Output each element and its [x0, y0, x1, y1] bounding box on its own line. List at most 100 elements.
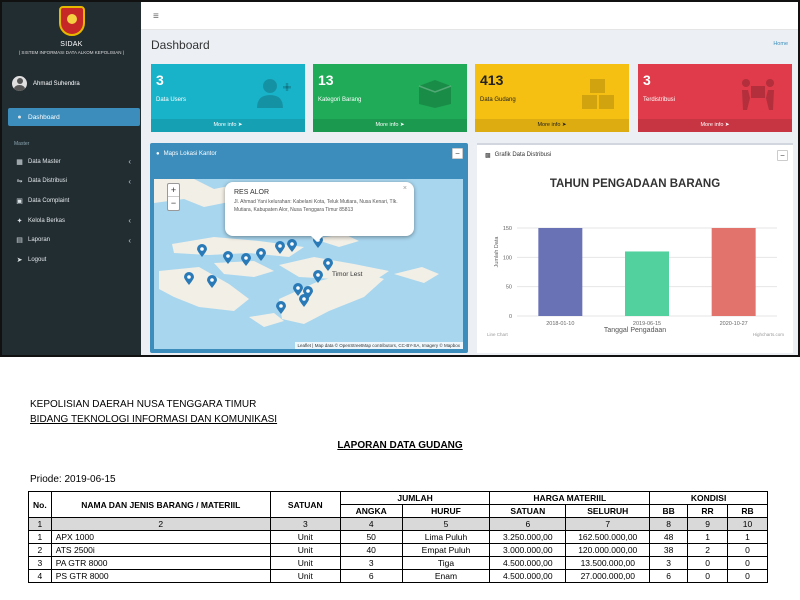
table-cell: 4.500.000,00: [489, 556, 567, 570]
stat-label: Kategori Barang: [318, 97, 362, 103]
map-marker-icon: ●: [156, 151, 160, 157]
stat-box-gudang: 413 Data Gudang More info ➤: [475, 64, 629, 132]
chevron-left-icon: ‹: [128, 176, 131, 186]
table-cell: Enam: [401, 569, 491, 583]
table-row: 4 PS GTR 8000 Unit 6 Enam 4.500.000,00 27.000.…: [28, 569, 768, 583]
close-icon[interactable]: ×: [402, 185, 407, 192]
logout-icon: ➤: [16, 256, 23, 264]
stat-box-kategori: 13 Kategori Barang More info ➤: [313, 64, 467, 132]
table-cell: 48: [649, 530, 689, 544]
table-cell: 0: [727, 543, 768, 557]
more-info-link[interactable]: More info ➤: [313, 119, 467, 132]
table-cell: 4.500.000,00: [489, 569, 567, 583]
more-info-link[interactable]: More info ➤: [151, 119, 305, 132]
map-marker-icon[interactable]: [197, 244, 207, 257]
map-marker-icon[interactable]: [223, 251, 233, 264]
map-marker-icon[interactable]: [293, 283, 303, 296]
index-cell: 6: [489, 517, 567, 531]
y-tick-label: 0: [509, 314, 512, 320]
sidebar-item-kelola-berkas[interactable]: ✦ Kelola Berkas ‹: [2, 211, 141, 231]
sidebar-item-label: Kelola Berkas: [28, 217, 66, 224]
stat-value: 3: [156, 72, 164, 88]
index-cell: 7: [565, 517, 651, 531]
zoom-out-button[interactable]: −: [170, 198, 177, 208]
breadcrumb-home-link[interactable]: Home: [773, 41, 788, 47]
map-zoom-control: + −: [167, 183, 180, 211]
bar[interactable]: [711, 228, 756, 316]
sidebar-item-label: Data Distribusi: [28, 178, 68, 185]
collapse-button[interactable]: −: [777, 150, 788, 161]
sidebar-item-data-master[interactable]: ▦ Data Master ‹: [2, 152, 141, 172]
chart-panel-title: Grafik Data Distribusi: [494, 152, 552, 158]
table-cell: Unit: [269, 543, 341, 557]
map-marker-icon[interactable]: [287, 239, 297, 252]
table-cell: Empat Puluh: [401, 543, 491, 557]
boxes-icon: [581, 78, 615, 118]
user-panel: Ahmad Suhendra: [12, 76, 80, 91]
report-organization: KEPOLISIAN DAERAH NUSA TENGGARA TIMUR: [30, 399, 257, 410]
sidebar-item-label: Logout: [28, 256, 47, 263]
stat-value: 3: [643, 72, 651, 88]
table-cell: 3.250.000,00: [489, 530, 567, 544]
map-marker-icon[interactable]: [207, 275, 217, 288]
x-tick-label: 2020-10-27: [720, 321, 748, 327]
sidebar-item-label: Dashboard: [28, 113, 60, 121]
table-cell: Unit: [269, 569, 341, 583]
map-marker-icon[interactable]: [313, 270, 323, 283]
sidebar-item-dashboard[interactable]: ● Dashboard: [8, 108, 140, 126]
map-marker-icon[interactable]: [275, 241, 285, 254]
table-cell: APX 1000: [50, 530, 271, 544]
report-title: LAPORAN DATA GUDANG: [337, 440, 463, 451]
shuffle-icon: ⇋: [16, 178, 23, 186]
brand-name: SIDAK: [60, 41, 83, 48]
col-header-bb: BB: [649, 504, 689, 518]
more-info-link[interactable]: More info ➤: [475, 119, 629, 132]
map-marker-icon[interactable]: [241, 253, 251, 266]
table-cell: 4: [28, 569, 52, 583]
col-header-no: No.: [28, 491, 52, 518]
map-marker-icon[interactable]: [256, 248, 266, 261]
chart-credit[interactable]: Highcharts.com: [752, 332, 784, 337]
y-tick-label: 150: [503, 226, 512, 232]
index-cell: 9: [687, 517, 729, 531]
chart-credit-left: Line Chart: [487, 332, 508, 337]
zoom-in-button[interactable]: +: [168, 184, 179, 197]
report-document: KEPOLISIAN DAERAH NUSA TENGGARA TIMUR BI…: [0, 357, 800, 600]
map-panel-header: ● Maps Lokasi Kantor: [150, 143, 468, 165]
bar[interactable]: [538, 228, 583, 316]
table-cell: 2: [687, 543, 729, 557]
table-cell: 27.000.000,00: [565, 569, 651, 583]
col-header-harga: HARGA MATERIIL: [489, 491, 651, 505]
map-marker-icon[interactable]: [276, 301, 286, 314]
table-row: 3 PA GTR 8000 Unit 3 Tiga 4.500.000,00 13.500.…: [28, 556, 768, 570]
map-panel-title: Maps Lokasi Kantor: [163, 151, 217, 157]
sidebar-item-logout[interactable]: ➤ Logout: [2, 250, 141, 270]
table-cell: 1: [727, 530, 768, 544]
collapse-button[interactable]: −: [452, 148, 463, 159]
chevron-left-icon: ‹: [128, 157, 131, 167]
hamburger-icon[interactable]: ≡: [153, 11, 159, 22]
sidebar-item-laporan[interactable]: ▤ Laporan ‹: [2, 230, 141, 250]
stat-label: Data Gudang: [480, 97, 516, 103]
topbar: ≡: [141, 2, 798, 30]
bar[interactable]: [625, 251, 669, 316]
table-row: 1 APX 1000 Unit 50 Lima Puluh 3.250.000,00 162…: [28, 530, 768, 544]
map-marker-icon[interactable]: [323, 258, 333, 271]
sidebar-item-data-complaint[interactable]: ▣ Data Complaint: [2, 191, 141, 211]
map-view[interactable]: Timor Lest Leaflet | Map data © OpenStre…: [154, 179, 463, 349]
sidebar-item-data-distribusi[interactable]: ⇋ Data Distribusi ‹: [2, 172, 141, 192]
brand-subtitle: ( SISTEM INFORMASI DATA ALKOM KEPOLISIAN…: [18, 50, 125, 55]
table-cell: 6: [649, 569, 689, 583]
map-marker-icon[interactable]: [299, 294, 309, 307]
map-marker-icon[interactable]: [184, 272, 194, 285]
y-tick-label: 50: [506, 285, 512, 291]
report-table: No. NAMA DAN JENIS BARANG / MATERIIL SAT…: [28, 491, 768, 583]
table-cell: 40: [339, 543, 403, 557]
more-info-link[interactable]: More info ➤: [638, 119, 792, 132]
tools-icon: ✦: [16, 217, 23, 225]
table-cell: 120.000.000,00: [565, 543, 651, 557]
col-header-rb: RB: [727, 504, 768, 518]
nav-header: Master: [14, 141, 30, 147]
brand: SIDAK ( SISTEM INFORMASI DATA ALKOM KEPO…: [2, 6, 141, 55]
table-cell: Unit: [269, 556, 341, 570]
